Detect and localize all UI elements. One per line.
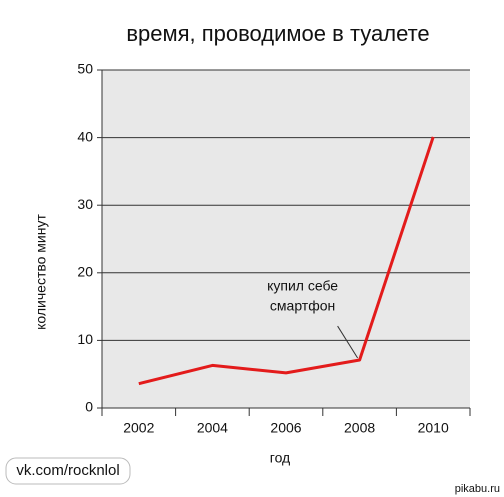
annotation: смартфон [270, 298, 335, 314]
y-axis-label: количество минут [33, 214, 49, 330]
watermark: vk.com/rocknlol [16, 462, 119, 479]
watermark: pikabu.ru [455, 483, 500, 495]
y-tick-label: 50 [77, 61, 93, 77]
plot-background [102, 70, 470, 408]
chart-title: время, проводимое в туалете [126, 21, 429, 46]
x-tick-label: 2006 [270, 420, 301, 436]
y-tick-label: 10 [77, 331, 93, 347]
x-axis-label: год [270, 450, 290, 466]
watermark-box [5, 457, 131, 485]
annotation: купил себе [267, 278, 338, 294]
annotation-arrow [337, 325, 359, 359]
y-tick-label: 0 [85, 399, 93, 415]
y-tick-label: 20 [77, 264, 93, 280]
x-tick-label: 2010 [418, 420, 449, 436]
line [138, 136, 435, 386]
x-tick-label: 2004 [197, 420, 228, 436]
y-tick-label: 30 [77, 196, 93, 212]
x-tick-label: 2008 [344, 420, 375, 436]
x-tick-label: 2002 [123, 420, 154, 436]
y-tick-label: 40 [77, 128, 93, 144]
